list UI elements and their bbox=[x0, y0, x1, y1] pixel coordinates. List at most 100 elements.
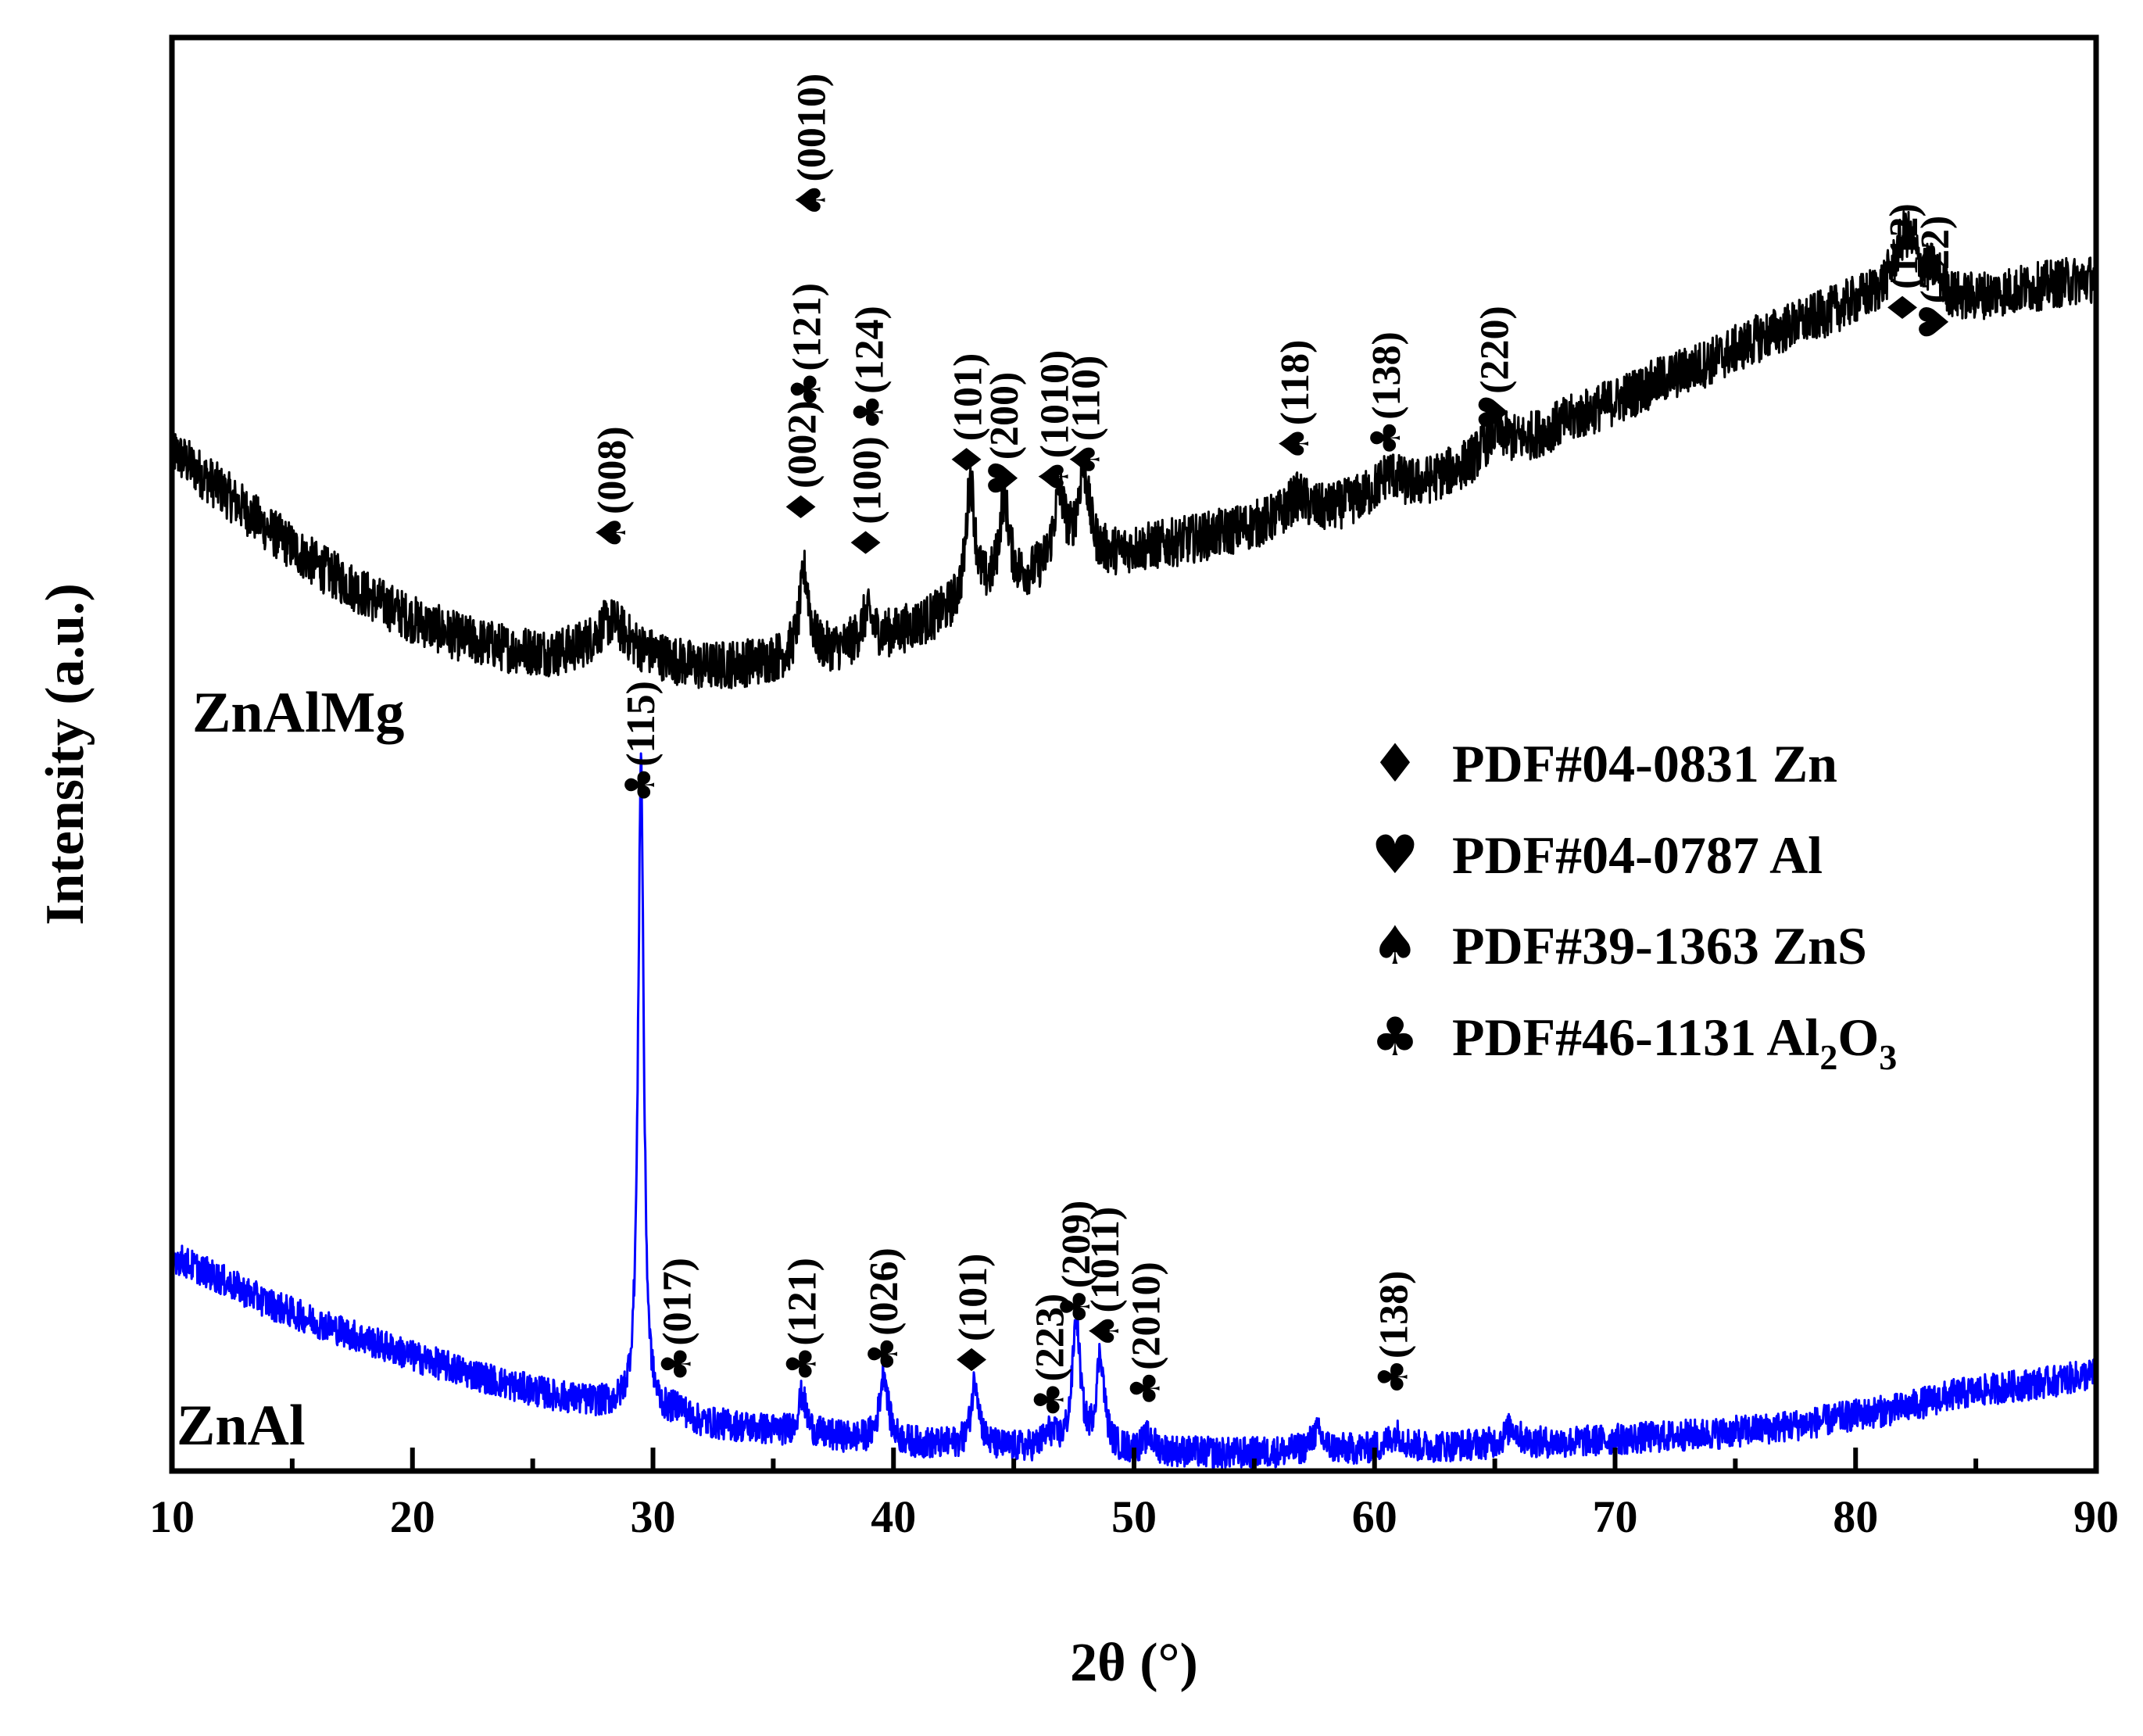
phase-symbol-icon: ♣ bbox=[860, 1336, 907, 1373]
heart-icon: ♥ bbox=[1372, 825, 1419, 886]
phase-symbol-icon: ♦ bbox=[778, 489, 825, 525]
miller-index: (124) bbox=[847, 306, 892, 394]
peak-label: ♥(220) bbox=[1472, 306, 1519, 430]
x-axis-title: 2θ (°) bbox=[1070, 1633, 1198, 1693]
phase-symbol-icon: ♦ bbox=[1880, 289, 1927, 326]
spade-icon: ♠ bbox=[1372, 915, 1419, 977]
miller-index: (002) bbox=[780, 400, 825, 489]
phase-symbol-icon: ♣ bbox=[653, 1346, 700, 1383]
phase-symbol-icon: ♣ bbox=[617, 767, 664, 804]
peak-annotation: ♠(008) bbox=[589, 426, 635, 550]
phase-symbol-icon: ♣ bbox=[784, 371, 831, 408]
miller-index: (121) bbox=[785, 283, 829, 371]
phase-symbol-icon: ♦ bbox=[843, 524, 890, 561]
peak-annotation: ♣(115) bbox=[617, 681, 664, 803]
miller-index: (121) bbox=[780, 1258, 825, 1346]
x-tick-label: 30 bbox=[631, 1491, 676, 1542]
miller-index: (138) bbox=[1365, 331, 1409, 420]
peak-label: ♣(121) bbox=[778, 1258, 825, 1382]
peak-label: ♠(008) bbox=[589, 426, 635, 550]
peak-annotation: ♣(017) bbox=[653, 1258, 700, 1382]
peak-label: ♥(222) bbox=[1912, 216, 1959, 340]
miller-index: (220) bbox=[1472, 306, 1517, 394]
peak-annotation: ♣(138) bbox=[1370, 1271, 1417, 1395]
miller-index: (008) bbox=[590, 426, 635, 514]
peak-annotation: ♠(0010) bbox=[789, 73, 835, 218]
legend-entry-al2o3: ♣ PDF#46-1131 Al2O3 bbox=[1372, 1007, 1898, 1077]
miller-index: (223) bbox=[1028, 1294, 1072, 1382]
peak-annotation: ♠(118) bbox=[1272, 340, 1318, 462]
peak-label: ♣(121) bbox=[784, 283, 831, 407]
peak-label: ♣(138) bbox=[1363, 331, 1410, 456]
legend-label-al: PDF#04-0787 Al bbox=[1452, 825, 1823, 885]
legend-entry-zns: ♠ PDF#39-1363 ZnS bbox=[1372, 915, 1867, 977]
miller-index: (100) bbox=[845, 436, 889, 524]
peak-annotation: ♣(209) bbox=[1053, 1201, 1100, 1325]
y-axis-title: Intensity (a.u.) bbox=[35, 583, 95, 925]
x-tick-label: 70 bbox=[1593, 1491, 1638, 1542]
phase-symbol-icon: ♣ bbox=[1370, 1358, 1417, 1395]
miller-index: (112) bbox=[1881, 203, 1926, 289]
phase-symbol-icon: ♠ bbox=[1272, 425, 1318, 462]
peak-annotation: ♠(1010) bbox=[1031, 350, 1078, 495]
peak-label: ♣(026) bbox=[860, 1247, 907, 1372]
peak-label: ♣(017) bbox=[653, 1258, 700, 1382]
phase-symbol-icon: ♣ bbox=[778, 1346, 825, 1383]
peak-annotation: ♦(101) bbox=[950, 1254, 996, 1378]
legend-entry-zn: ♦ PDF#04-0831 Zn bbox=[1372, 733, 1837, 795]
phase-symbol-icon: ♣ bbox=[1053, 1288, 1100, 1325]
peak-annotation: ♦(002) bbox=[778, 400, 825, 524]
phase-symbol-icon: ♣ bbox=[1026, 1381, 1073, 1418]
phase-symbol-icon: ♠ bbox=[789, 181, 835, 218]
peak-annotation: ♣(121) bbox=[778, 1258, 825, 1382]
legend: ♦ PDF#04-0831 Zn ♥ PDF#04-0787 Al ♠ PDF#… bbox=[1372, 733, 1898, 1077]
miller-index: (101) bbox=[946, 353, 990, 442]
x-tick-label: 80 bbox=[1833, 1491, 1878, 1542]
x-tick-label: 60 bbox=[1352, 1491, 1397, 1542]
peak-annotation: ♠(1011) bbox=[1082, 1207, 1129, 1349]
phase-symbol-icon: ♥ bbox=[1472, 394, 1519, 431]
phase-symbol-icon: ♥ bbox=[1912, 303, 1959, 340]
peak-label: ♣(2010) bbox=[1122, 1262, 1169, 1406]
peak-annotation: ♦(100) bbox=[843, 436, 890, 560]
club-icon: ♣ bbox=[1372, 1007, 1419, 1068]
miller-index: (118) bbox=[1273, 340, 1318, 426]
phase-symbol-icon: ♠ bbox=[1031, 458, 1078, 495]
phase-symbol-icon: ♦ bbox=[950, 1341, 996, 1378]
phase-symbol-icon: ♦ bbox=[945, 441, 992, 478]
miller-index: (200) bbox=[982, 372, 1026, 460]
peak-label: ♦(101) bbox=[950, 1254, 996, 1378]
phase-symbol-icon: ♠ bbox=[1082, 1312, 1129, 1349]
peak-annotation: ♦(101) bbox=[945, 353, 992, 478]
x-tick-label: 20 bbox=[390, 1491, 435, 1542]
legend-label-al2o3: PDF#46-1131 Al2O3 bbox=[1452, 1008, 1897, 1077]
x-axis-ticks: 10 20 30 40 50 60 70 80 90 bbox=[149, 1448, 2119, 1542]
x-tick-label: 50 bbox=[1111, 1491, 1157, 1542]
phase-symbol-icon: ♣ bbox=[1122, 1370, 1169, 1407]
peak-annotation: ♣(2010) bbox=[1122, 1262, 1169, 1406]
peak-label: ♠(1011) bbox=[1082, 1207, 1129, 1349]
x-tick-label: 40 bbox=[871, 1491, 916, 1542]
miller-index: (222) bbox=[1912, 216, 1957, 304]
series-line-znalmg bbox=[170, 210, 2098, 689]
miller-index: (209) bbox=[1054, 1201, 1099, 1289]
miller-index: (017) bbox=[655, 1258, 699, 1346]
miller-index: (0010) bbox=[789, 73, 834, 182]
miller-index: (115) bbox=[619, 681, 664, 767]
series-label-znal: ZnAl bbox=[177, 1394, 306, 1458]
peak-label: ♣(115) bbox=[617, 681, 664, 803]
legend-entry-al: ♥ PDF#04-0787 Al bbox=[1372, 825, 1823, 886]
miller-index: (1011) bbox=[1083, 1207, 1128, 1313]
miller-index: (110) bbox=[1064, 356, 1108, 442]
miller-index: (1010) bbox=[1032, 350, 1077, 459]
peak-label: ♠(1010) bbox=[1031, 350, 1078, 495]
miller-index: (026) bbox=[861, 1247, 906, 1336]
peak-label: ♣(209) bbox=[1053, 1201, 1100, 1325]
peak-label: ♣(124) bbox=[846, 306, 893, 430]
peak-annotation: ♣(026) bbox=[860, 1247, 907, 1372]
peak-annotation: ♦(112) bbox=[1880, 203, 1927, 325]
phase-symbol-icon: ♣ bbox=[1363, 420, 1410, 456]
phase-symbol-icon: ♠ bbox=[1063, 441, 1110, 478]
peak-label: ♠(118) bbox=[1272, 340, 1318, 462]
